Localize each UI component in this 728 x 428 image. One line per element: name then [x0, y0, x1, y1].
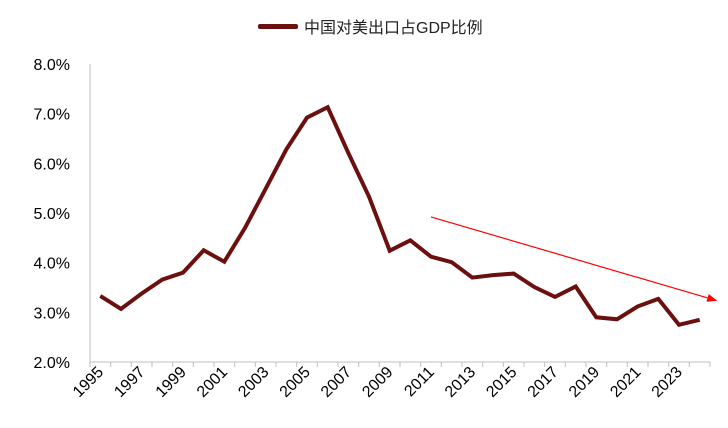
y-axis: 2.0% 3.0% 4.0% 5.0% 6.0% 7.0% 8.0%	[34, 57, 91, 372]
x-tick-label: 1999	[153, 364, 190, 401]
y-tick-label: 8.0%	[34, 57, 70, 74]
x-tick-label: 1995	[70, 364, 107, 401]
legend-label: 中国对美出口占GDP比例	[304, 20, 483, 37]
y-tick-label: 7.0%	[34, 107, 70, 124]
legend: 中国对美出口占GDP比例	[258, 16, 483, 37]
x-tick-label: 2001	[194, 364, 231, 401]
legend-swatch	[258, 23, 298, 29]
trend-arrow	[430, 216, 718, 302]
x-tick-label: 2015	[483, 364, 520, 401]
x-tick-label: 2019	[566, 364, 603, 401]
x-tick-label: 2017	[525, 364, 562, 401]
x-tick-label: 2021	[607, 364, 644, 401]
x-tick-label: 2011	[401, 364, 437, 400]
x-tick-label: 2007	[318, 364, 355, 401]
x-tick-label: 2013	[442, 364, 479, 401]
annotations	[430, 216, 718, 302]
series-line-0	[99, 104, 701, 328]
x-tick-label: 2005	[277, 364, 314, 401]
y-tick-label: 3.0%	[34, 305, 70, 322]
series-group	[99, 104, 701, 328]
x-axis: 1995 1997 1999 2001 2003 2005 2007 2009 2011 2013…	[70, 361, 711, 401]
y-tick-label: 2.0%	[34, 355, 70, 372]
y-tick-label: 6.0%	[34, 156, 70, 173]
y-tick-label: 4.0%	[34, 256, 70, 273]
x-tick-label: 2023	[649, 364, 686, 401]
x-tick-label: 2003	[235, 364, 272, 401]
x-tick-label: 2009	[359, 364, 396, 401]
y-tick-label: 5.0%	[34, 206, 70, 223]
x-tick-label: 1997	[111, 364, 148, 401]
